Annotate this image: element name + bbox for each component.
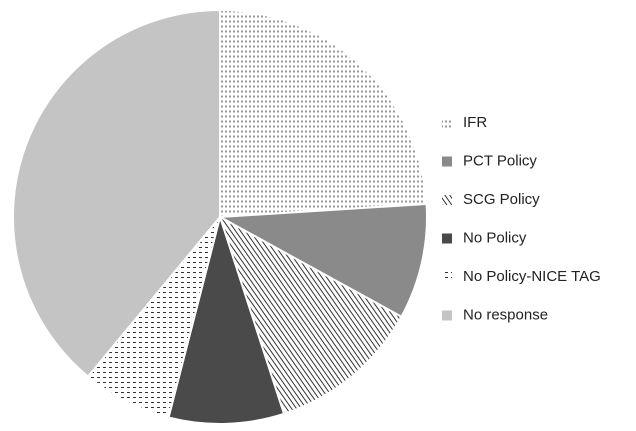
legend-label: No Policy-NICE TAG: [463, 268, 601, 285]
legend-swatch: [442, 310, 452, 321]
pie-slice: [12, 8, 221, 378]
legend-label: SCG Policy: [463, 191, 540, 208]
pie-slice: [216, 202, 428, 319]
legend-swatch: [442, 272, 452, 282]
pie-slice: [219, 8, 428, 219]
legend-swatch: [442, 156, 452, 167]
legend-swatch: [442, 118, 452, 128]
pie-slice: [167, 213, 286, 425]
legend-label: IFR: [463, 114, 487, 131]
legend-label: PCT Policy: [463, 152, 537, 169]
legend-swatch: [442, 233, 452, 244]
legend-label: No Policy: [463, 229, 527, 246]
legend-label: No response: [463, 306, 548, 323]
legend-swatch: [442, 195, 452, 205]
pie-slice: [218, 214, 403, 416]
